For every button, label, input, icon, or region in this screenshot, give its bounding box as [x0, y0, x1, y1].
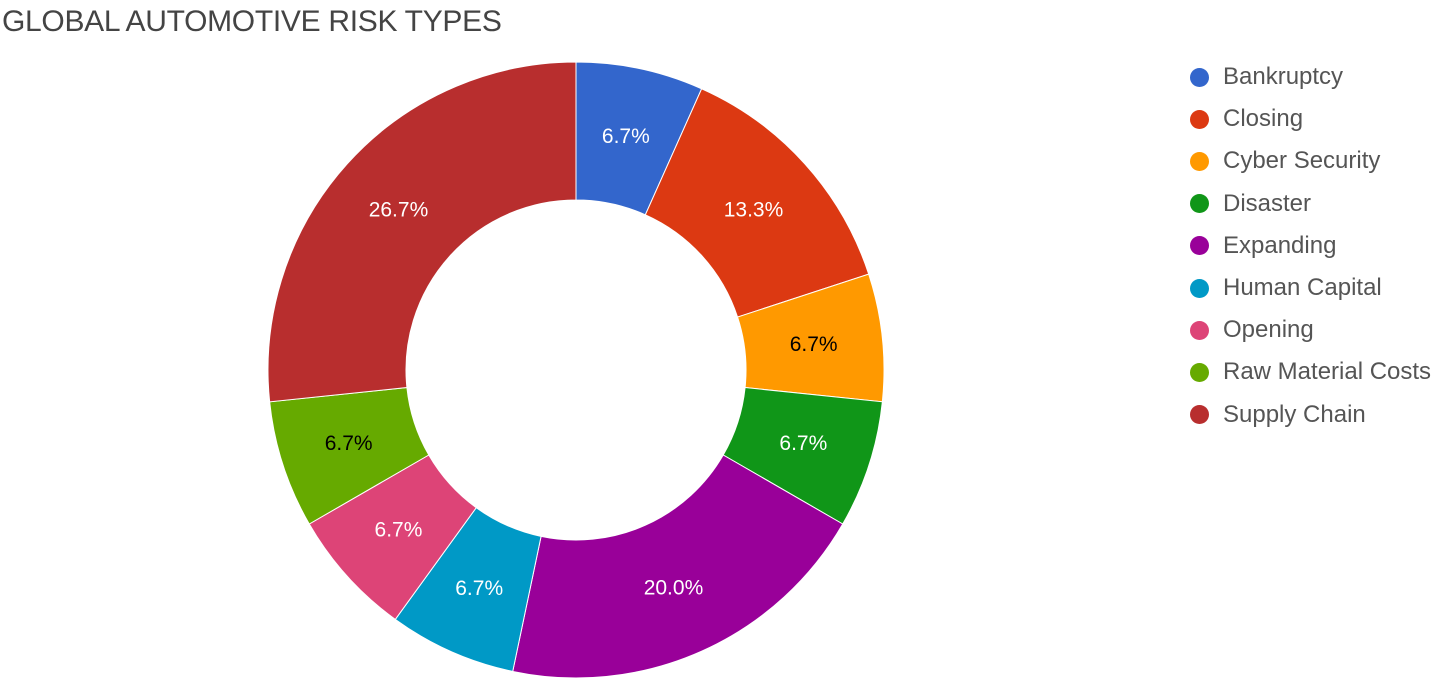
slice-data-label: 6.7%: [325, 432, 373, 455]
chart-legend: Bankruptcy Closing Cyber Security Disaster E…: [1190, 56, 1431, 436]
legend-label: Disaster: [1223, 189, 1312, 217]
legend-swatch: [1190, 320, 1209, 340]
legend-item-supply-chain[interactable]: Supply Chain: [1190, 394, 1431, 436]
legend-item-cyber-security[interactable]: Cyber Security: [1190, 140, 1431, 182]
legend-swatch: [1190, 405, 1209, 425]
legend-item-raw-material-costs[interactable]: Raw Material Costs: [1190, 351, 1431, 393]
legend-swatch: [1190, 109, 1209, 129]
legend-swatch: [1190, 362, 1209, 382]
slice-data-label: 26.7%: [369, 198, 429, 221]
legend-label: Opening: [1223, 316, 1314, 344]
legend-swatch: [1190, 194, 1209, 214]
slice-data-label: 6.7%: [602, 125, 650, 148]
legend-item-expanding[interactable]: Expanding: [1190, 225, 1431, 267]
legend-label: Bankruptcy: [1223, 63, 1344, 91]
legend-item-opening[interactable]: Opening: [1190, 309, 1431, 351]
chart-title: GLOBAL AUTOMOTIVE RISK TYPES: [2, 5, 502, 38]
legend-swatch: [1190, 278, 1209, 298]
legend-item-closing[interactable]: Closing: [1190, 98, 1431, 140]
legend-swatch: [1190, 67, 1209, 87]
legend-label: Closing: [1223, 105, 1304, 133]
legend-swatch: [1190, 236, 1209, 256]
slice-data-label: 6.7%: [790, 333, 838, 356]
slice-data-label: 20.0%: [644, 577, 704, 600]
legend-item-disaster[interactable]: Disaster: [1190, 183, 1431, 225]
legend-item-human-capital[interactable]: Human Capital: [1190, 267, 1431, 309]
slice-data-label: 6.7%: [455, 577, 503, 600]
legend-swatch: [1190, 151, 1209, 171]
legend-label: Expanding: [1223, 231, 1337, 259]
legend-label: Cyber Security: [1223, 147, 1381, 175]
legend-item-bankruptcy[interactable]: Bankruptcy: [1190, 56, 1431, 98]
donut-slice-expanding[interactable]: [512, 454, 844, 679]
slice-data-label: 6.7%: [375, 519, 423, 542]
donut-chart: 6.7% 13.3% 6.7% 6.7% 20.0% 6.7% 6.7% 6.7% 26.7%: [267, 61, 885, 679]
donut-slice-supply-chain[interactable]: [267, 61, 577, 403]
legend-label: Human Capital: [1223, 274, 1382, 302]
legend-label: Raw Material Costs: [1223, 358, 1432, 386]
legend-label: Supply Chain: [1223, 400, 1366, 428]
slice-data-label: 6.7%: [779, 432, 827, 455]
slice-data-label: 13.3%: [724, 198, 784, 221]
